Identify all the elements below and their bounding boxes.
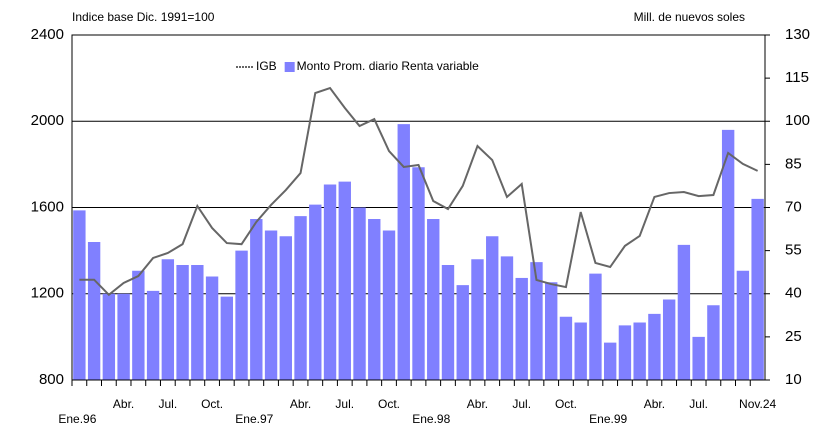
bar xyxy=(589,273,602,380)
y-tick-label: 800 xyxy=(39,371,64,388)
bar xyxy=(235,250,248,380)
x-tick-label: Jul. xyxy=(335,397,354,411)
y2-tick-label: 10 xyxy=(785,371,802,388)
bar xyxy=(176,265,189,380)
x-tick-label: Abr. xyxy=(290,397,311,411)
bar xyxy=(707,305,720,380)
legend-label: IGB xyxy=(256,59,277,73)
bar xyxy=(279,236,292,380)
x-tick-label: Abr. xyxy=(467,397,488,411)
bar xyxy=(500,256,514,380)
bar xyxy=(338,181,351,380)
bar xyxy=(117,293,130,380)
bar xyxy=(736,270,750,380)
y-tick-label: 2000 xyxy=(31,112,64,129)
bar xyxy=(662,299,676,380)
x-tick-label: Ene.99 xyxy=(589,412,627,425)
bar xyxy=(721,129,735,380)
bar xyxy=(559,316,573,380)
bar xyxy=(87,242,101,380)
y2-axis-label: Mill. de nuevos soles xyxy=(634,10,745,24)
x-tick-label: Ene.98 xyxy=(412,412,450,425)
bar xyxy=(250,219,263,380)
bar xyxy=(751,198,764,380)
bar xyxy=(368,219,381,380)
y2-tick-label: 115 xyxy=(785,69,809,86)
bar xyxy=(441,265,455,380)
bar xyxy=(412,167,425,380)
y-tick-label: 1200 xyxy=(31,285,64,302)
y-axis-label: Indice base Dic. 1991=100 xyxy=(72,10,215,24)
bar xyxy=(633,322,646,380)
bar xyxy=(471,259,484,380)
bar xyxy=(102,293,116,380)
y-tick-label: 2400 xyxy=(31,26,64,43)
x-tick-label: Oct. xyxy=(201,397,223,411)
x-tick-label: Ene.97 xyxy=(235,412,273,425)
bar xyxy=(309,204,322,380)
x-tick-label: Abr. xyxy=(113,397,134,411)
bar xyxy=(515,277,528,380)
plot-frame xyxy=(71,34,766,381)
x-tick-label: Oct. xyxy=(378,397,400,411)
x-tick-label: Nov.24 xyxy=(739,397,776,411)
bar xyxy=(545,282,558,380)
bar xyxy=(323,184,337,380)
legend-swatch xyxy=(284,62,295,72)
y2-tick-label: 70 xyxy=(785,198,802,215)
bar xyxy=(692,336,705,380)
x-tick-label: Jul. xyxy=(689,397,708,411)
bar xyxy=(530,262,543,380)
line xyxy=(79,86,759,297)
y2-tick-label: 85 xyxy=(785,155,802,172)
x-tick-label: Oct. xyxy=(555,397,577,411)
bar xyxy=(161,259,175,380)
bar xyxy=(132,270,145,380)
bar xyxy=(220,296,234,380)
bar xyxy=(205,276,219,380)
y2-tick-label: 55 xyxy=(785,242,802,259)
bar xyxy=(456,285,469,380)
legend-label: Monto Prom. diario Renta variable xyxy=(297,59,479,73)
bar xyxy=(486,236,499,380)
bar xyxy=(603,342,617,380)
bar xyxy=(264,230,278,380)
y2-tick-label: 40 xyxy=(785,285,802,302)
x-tick-label: Jul. xyxy=(512,397,531,411)
y-tick-label: 1600 xyxy=(31,198,64,215)
bar xyxy=(146,290,160,380)
bar xyxy=(618,325,632,380)
x-tick-label: Ene.96 xyxy=(58,412,96,425)
x-tick-label: Abr. xyxy=(644,397,665,411)
y2-tick-label: 25 xyxy=(785,328,802,345)
bar xyxy=(294,216,307,380)
bar xyxy=(427,219,440,380)
y2-tick-label: 130 xyxy=(785,26,810,43)
bar xyxy=(397,124,410,380)
bar xyxy=(574,322,587,380)
y2-tick-label: 100 xyxy=(785,112,810,129)
bar xyxy=(648,313,661,380)
bar xyxy=(382,230,396,380)
bar xyxy=(191,265,204,380)
bar xyxy=(353,207,366,380)
bar xyxy=(73,210,86,380)
bar xyxy=(677,244,691,380)
x-tick-label: Jul. xyxy=(158,397,177,411)
